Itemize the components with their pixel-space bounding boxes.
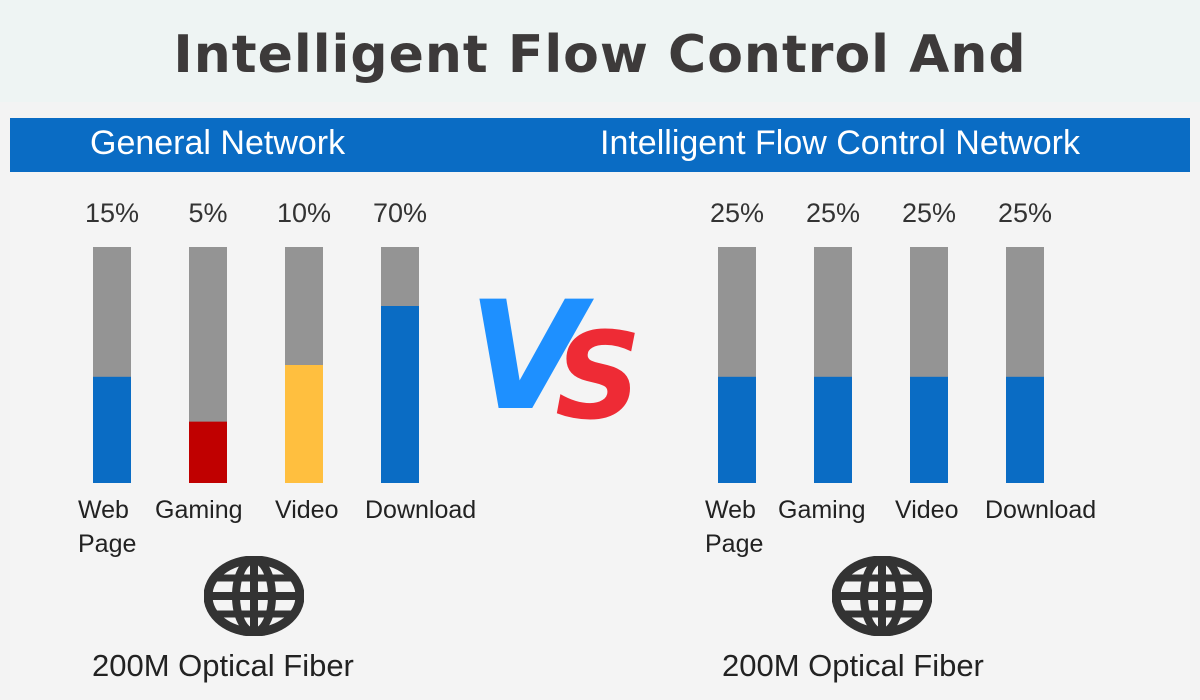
footer-fiber-right: 200M Optical Fiber [722,648,984,683]
vs-letter-s: S [555,308,641,447]
intelligent-category-label-3: Download [985,496,1096,524]
footer-fiber-left: 200M Optical Fiber [92,648,354,683]
intelligent-category-label-0: Web [705,496,756,524]
general-category-label-3: Download [365,496,476,524]
page-title: Intelligent Flow Control And Distribuion [0,0,1200,195]
intelligent-value-label-1: 25% [806,198,860,228]
general-category-label-1: Gaming [155,496,243,524]
intelligent-value-label-0: 25% [710,198,764,228]
header-band: General Network Intelligent Flow Control… [10,118,1190,172]
intelligent-bar-3 [1006,376,1044,483]
general-category-label-0: Web [78,496,129,524]
general-value-label-1: 5% [188,198,227,228]
general-bar-2 [285,365,323,483]
intelligent-value-label-3: 25% [998,198,1052,228]
general-value-label-3: 70% [373,198,427,228]
general-bar-3 [381,306,419,483]
general-value-label-2: 10% [277,198,331,228]
intelligent-network-title: Intelligent Flow Control Network [600,124,1080,162]
general-value-label-0: 15% [85,198,139,228]
intelligent-bar-1 [814,376,852,483]
general-bar-0 [93,376,131,483]
general-bar-1 [189,421,227,483]
general-category-label-2: Video [275,496,339,524]
vs-logo: V S [468,270,641,447]
intelligent-category-label-1: Gaming [778,496,866,524]
intelligent-category-label-0: Page [705,530,763,558]
general-category-label-0: Page [78,530,136,558]
globe-icon [204,556,304,636]
general-network-title: General Network [90,124,346,162]
intelligent-category-label-2: Video [895,496,959,524]
globe-icon [832,556,932,636]
intelligent-bar-0 [718,376,756,483]
intelligent-value-label-2: 25% [902,198,956,228]
vs-letter-v: V [468,270,594,444]
intelligent-bar-2 [910,376,948,483]
